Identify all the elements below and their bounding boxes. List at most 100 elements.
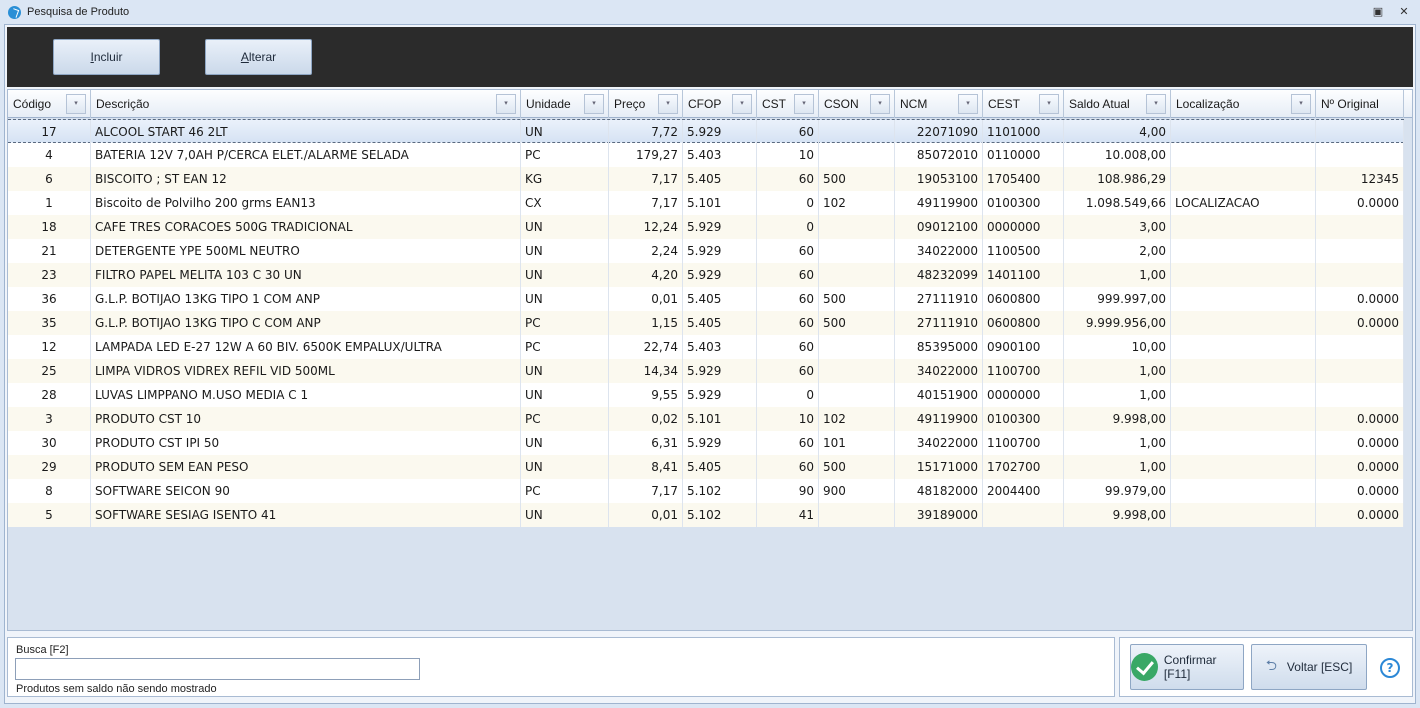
cell-codigo: 23 [8, 263, 91, 287]
filter-dropdown-icon[interactable]: ▾ [870, 94, 890, 114]
cell-localizacao [1171, 167, 1316, 191]
actions-panel: Confirmar [F11] ⮌ Voltar [ESC] ? [1119, 637, 1413, 697]
table-row[interactable]: 12 LAMPADA LED E-27 12W A 60 BIV. 6500K E… [8, 335, 1404, 359]
column-header-descricao[interactable]: Descrição ▾ [91, 90, 521, 118]
filter-dropdown-icon[interactable]: ▾ [496, 94, 516, 114]
cell-ncm: 39189000 [895, 503, 983, 527]
table-row[interactable]: 23 FILTRO PAPEL MELITA 103 C 30 UN UN 4,20 5… [8, 263, 1404, 287]
column-header-cest[interactable]: CEST ▾ [983, 90, 1064, 118]
column-header-label: CSON [824, 97, 859, 111]
cell-cest: 0600800 [983, 287, 1064, 311]
cell-preco: 7,17 [609, 191, 683, 215]
table-row[interactable]: 3 PRODUTO CST 10 PC 0,02 5.101 10 102 49119900 0… [8, 407, 1404, 431]
table-row[interactable]: 30 PRODUTO CST IPI 50 UN 6,31 5.929 60 101 3402… [8, 431, 1404, 455]
cell-cest: 0000000 [983, 215, 1064, 239]
column-header-cfop[interactable]: CFOP ▾ [683, 90, 757, 118]
table-row[interactable]: 8 SOFTWARE SEICON 90 PC 7,17 5.102 90 900 48182… [8, 479, 1404, 503]
table-row[interactable]: 35 G.L.P. BOTIJAO 13KG TIPO C COM ANP PC 1,… [8, 311, 1404, 335]
back-button[interactable]: ⮌ Voltar [ESC] [1251, 644, 1367, 690]
table-row[interactable]: 29 PRODUTO SEM EAN PESO UN 8,41 5.405 60 500 15… [8, 455, 1404, 479]
cell-cfop: 5.102 [683, 503, 757, 527]
filter-dropdown-icon[interactable]: ▾ [584, 94, 604, 114]
column-header-localizacao[interactable]: Localização ▾ [1171, 90, 1316, 118]
cell-unidade: CX [521, 191, 609, 215]
column-header-saldo-atual[interactable]: Saldo Atual ▾ [1064, 90, 1171, 118]
table-row[interactable]: 5 SOFTWARE SESIAG ISENTO 41 UN 0,01 5.102 41 3… [8, 503, 1404, 527]
cell-descricao: CAFE TRES CORACOES 500G TRADICIONAL [91, 215, 521, 239]
table-row[interactable]: 1 Biscoito de Polvilho 200 grms EAN13 CX 7,… [8, 191, 1404, 215]
cell-cest: 0100300 [983, 191, 1064, 215]
cell-cfop: 5.929 [683, 215, 757, 239]
cell-preco: 14,34 [609, 359, 683, 383]
table-row[interactable]: 18 CAFE TRES CORACOES 500G TRADICIONAL UN 1… [8, 215, 1404, 239]
filter-dropdown-icon[interactable]: ▾ [1039, 94, 1059, 114]
column-header-cson[interactable]: CSON ▾ [819, 90, 895, 118]
cell-saldo-atual: 108.986,29 [1064, 167, 1171, 191]
alterar-button[interactable]: Alterar [205, 39, 312, 75]
column-header-numero-original[interactable]: Nº Original [1316, 90, 1404, 118]
cell-saldo-atual: 10.008,00 [1064, 143, 1171, 167]
column-header-cst[interactable]: CST ▾ [757, 90, 819, 118]
cell-unidade: PC [521, 335, 609, 359]
confirm-button[interactable]: Confirmar [F11] [1130, 644, 1244, 690]
filter-dropdown-icon[interactable]: ▾ [958, 94, 978, 114]
window-title: Pesquisa de Produto [27, 6, 130, 18]
close-icon[interactable]: ✕ [1399, 5, 1409, 18]
cell-cfop: 5.929 [683, 263, 757, 287]
cell-numero-original: 0.0000 [1316, 455, 1404, 479]
table-row[interactable]: 28 LUVAS LIMPPANO M.USO MEDIA C 1 UN 9,55 5.… [8, 383, 1404, 407]
column-header-ncm[interactable]: NCM ▾ [895, 90, 983, 118]
cell-cest: 0900100 [983, 335, 1064, 359]
cell-codigo: 4 [8, 143, 91, 167]
table-row-selected[interactable]: 17 ALCOOL START 46 2LT UN 7,72 5.929 60 220710… [8, 119, 1404, 144]
cell-unidade: UN [521, 383, 609, 407]
filter-dropdown-icon[interactable]: ▾ [732, 94, 752, 114]
search-input[interactable] [15, 658, 420, 680]
cell-unidade: PC [521, 479, 609, 503]
cell-cst: 60 [757, 287, 819, 311]
restore-icon[interactable]: ▣ [1372, 5, 1384, 18]
cell-descricao: DETERGENTE YPE 500ML NEUTRO [91, 239, 521, 263]
incluir-button[interactable]: Incluir [53, 39, 160, 75]
cell-cfop: 5.101 [683, 191, 757, 215]
filter-dropdown-icon[interactable]: ▾ [658, 94, 678, 114]
filter-dropdown-icon[interactable]: ▾ [66, 94, 86, 114]
cell-localizacao [1171, 311, 1316, 335]
cell-cst: 60 [757, 455, 819, 479]
cell-codigo: 17 [8, 120, 91, 144]
cell-preco: 7,17 [609, 479, 683, 503]
table-row[interactable]: 36 G.L.P. BOTIJAO 13KG TIPO 1 COM ANP UN 0,… [8, 287, 1404, 311]
column-header-unidade[interactable]: Unidade ▾ [521, 90, 609, 118]
cell-ncm: 48182000 [895, 479, 983, 503]
table-row[interactable]: 25 LIMPA VIDROS VIDREX REFIL VID 500ML UN 1… [8, 359, 1404, 383]
cell-cson [819, 239, 895, 263]
cell-descricao: BISCOITO ; ST EAN 12 [91, 167, 521, 191]
cell-preco: 22,74 [609, 335, 683, 359]
table-row[interactable]: 21 DETERGENTE YPE 500ML NEUTRO UN 2,24 5.929… [8, 239, 1404, 263]
column-header-label: CST [762, 97, 786, 111]
filter-dropdown-icon[interactable]: ▾ [1291, 94, 1311, 114]
cell-descricao: SOFTWARE SESIAG ISENTO 41 [91, 503, 521, 527]
column-header-preco[interactable]: Preço ▾ [609, 90, 683, 118]
table-row[interactable]: 4 BATERIA 12V 7,0AH P/CERCA ELET./ALARME … [8, 143, 1404, 167]
filter-dropdown-icon[interactable]: ▾ [794, 94, 814, 114]
cell-codigo: 21 [8, 239, 91, 263]
column-header-label: CEST [988, 97, 1021, 111]
table-row[interactable]: 6 BISCOITO ; ST EAN 12 KG 7,17 5.405 60 500 190… [8, 167, 1404, 191]
help-icon[interactable]: ? [1380, 658, 1400, 678]
cell-localizacao [1171, 503, 1316, 527]
cell-descricao: PRODUTO SEM EAN PESO [91, 455, 521, 479]
product-grid[interactable]: Código ▾ Descrição ▾ Unidade ▾ Preço ▾ CFOP ▾ CST ▾… [7, 89, 1413, 631]
column-header-label: Localização [1176, 97, 1240, 111]
cell-preco: 2,24 [609, 239, 683, 263]
column-header-codigo[interactable]: Código ▾ [8, 90, 91, 118]
filter-dropdown-icon[interactable]: ▾ [1146, 94, 1166, 114]
cell-cst: 60 [757, 311, 819, 335]
cell-ncm: 40151900 [895, 383, 983, 407]
cell-numero-original: 0.0000 [1316, 431, 1404, 455]
cell-saldo-atual: 9.998,00 [1064, 407, 1171, 431]
cell-cson: 500 [819, 287, 895, 311]
cell-numero-original: 0.0000 [1316, 287, 1404, 311]
cell-cfop: 5.929 [683, 431, 757, 455]
cell-preco: 1,15 [609, 311, 683, 335]
